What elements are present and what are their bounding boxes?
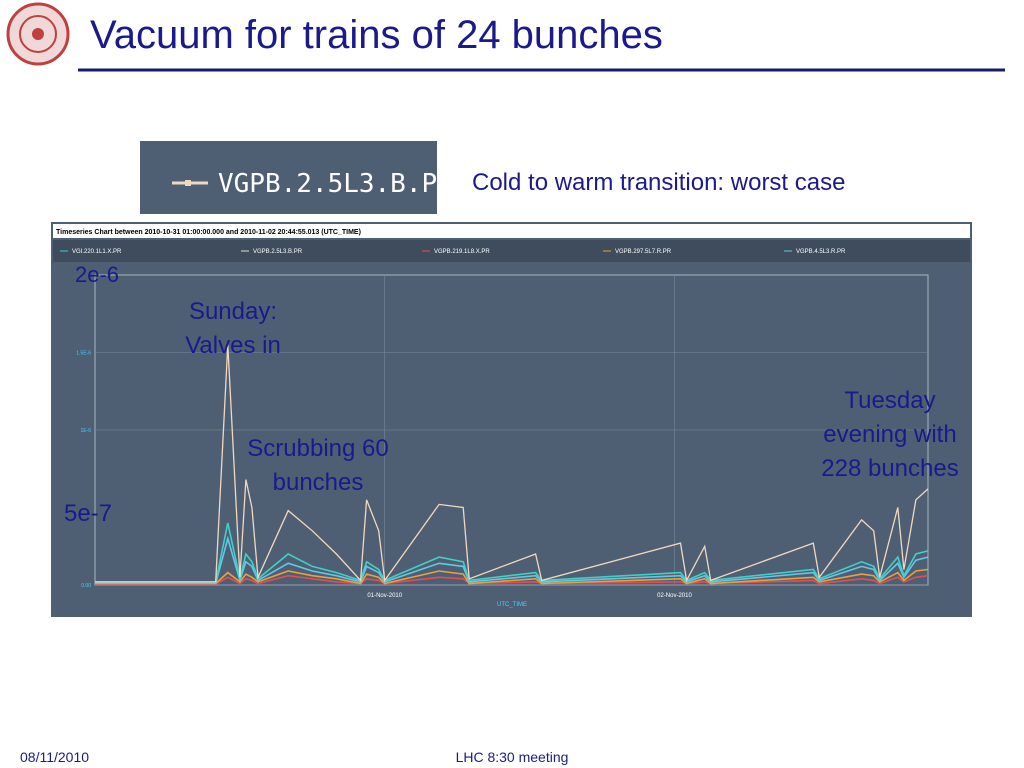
legend-label: VGPB.297.5L7.R.PR	[615, 249, 672, 255]
series-line	[95, 535, 929, 585]
chart-title: Timeseries Chart between 2010-10-31 01:0…	[56, 229, 361, 236]
series-line	[95, 568, 929, 585]
legend-label: VGPB.2.5L3.B.PR	[253, 249, 303, 255]
y-tick-label: 1.5E-6	[76, 351, 91, 357]
x-axis-label: UTC_TIME	[497, 602, 527, 608]
series-line	[95, 522, 929, 583]
annotation: Scrubbing 60	[247, 435, 388, 462]
slide-title: Vacuum for trains of 24 bunches	[90, 13, 663, 57]
legend-zoom-marker	[185, 180, 191, 186]
legend-zoom-label: VGPB.2.5L3.B.PR	[218, 169, 453, 199]
legend-zoom	[140, 141, 437, 214]
annotation: bunches	[273, 469, 364, 496]
legend-label: VGPB.4.5L3.R.PR	[796, 249, 846, 255]
x-tick-label: 01-Nov-2010	[367, 593, 402, 599]
chart-header	[53, 224, 970, 238]
annotation: evening with	[823, 421, 956, 448]
annotation: Valves in	[185, 332, 281, 359]
y-tick-label: 1E-6	[80, 428, 91, 434]
legend-row	[53, 240, 970, 262]
annotation: 5e-7	[64, 500, 112, 527]
x-tick-label: 02-Nov-2010	[657, 593, 692, 599]
subtitle: Cold to warm transition: worst case	[472, 169, 845, 196]
annotation: 228 bunches	[821, 455, 958, 482]
legend-label: VGPB.219.1L8.X.PR	[434, 249, 490, 255]
footer-text: LHC 8:30 meeting	[456, 749, 569, 765]
annotation: Tuesday	[844, 387, 935, 414]
y-tick-label: 0.00	[81, 583, 91, 589]
chart-panel	[51, 222, 972, 617]
annotation: 2e-6	[75, 262, 119, 287]
annotation: Sunday:	[189, 298, 277, 325]
footer-date: 08/11/2010	[20, 749, 89, 765]
legend-label: VGI.220.1L1.X.PR	[72, 249, 122, 255]
series-line	[95, 344, 929, 583]
logo	[6, 2, 70, 66]
series-line	[95, 574, 929, 585]
